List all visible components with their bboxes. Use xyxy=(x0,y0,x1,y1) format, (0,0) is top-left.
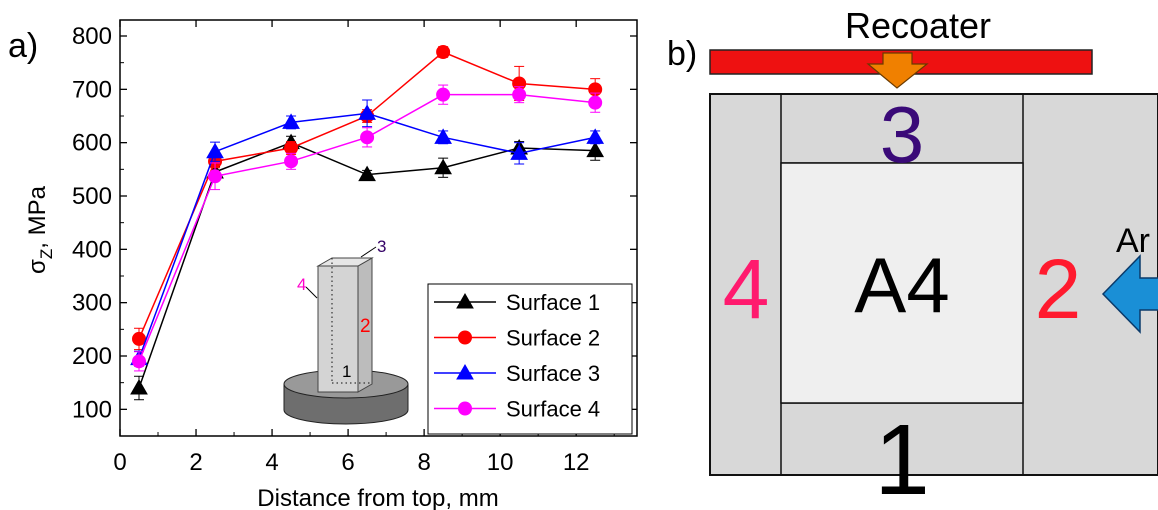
center-sample xyxy=(780,162,1024,404)
data-point xyxy=(434,158,452,175)
inset-pointer-4 xyxy=(305,286,318,299)
legend-marker xyxy=(456,363,474,380)
specimen-inset: 3 4 2 1 xyxy=(283,237,409,425)
inset-pointer-3 xyxy=(360,246,377,258)
x-tick-label: 0 xyxy=(113,449,126,476)
data-point xyxy=(586,128,605,144)
legend-marker xyxy=(458,401,472,416)
data-series xyxy=(130,45,605,401)
data-point xyxy=(132,331,147,346)
y-tick-label: 500 xyxy=(72,183,112,210)
argon-label: Ar xyxy=(1116,222,1150,260)
specimen-front-face xyxy=(317,265,359,393)
data-point xyxy=(434,128,452,144)
x-tick-label: 2 xyxy=(189,449,202,476)
y-tick-label: 100 xyxy=(72,396,112,423)
data-point xyxy=(586,141,605,158)
x-tick-label: 6 xyxy=(341,449,354,476)
data-point xyxy=(358,165,376,182)
x-tick-label: 8 xyxy=(417,449,430,476)
data-point xyxy=(208,169,223,184)
legend-label: Surface 4 xyxy=(506,397,600,422)
data-point xyxy=(284,141,299,155)
data-point xyxy=(436,45,451,59)
y-tick-label: 200 xyxy=(72,343,112,370)
y-tick-label: 700 xyxy=(72,76,112,103)
data-point xyxy=(358,104,376,120)
data-point xyxy=(436,87,451,102)
x-axis-label: Distance from top, mm xyxy=(257,485,498,510)
inset-label-3: 3 xyxy=(377,237,386,256)
panel-a-label: a) xyxy=(8,27,38,65)
data-point xyxy=(130,378,148,395)
recoater-label: Recoater xyxy=(845,5,991,46)
svg-text:σZ, MPa: σZ, MPa xyxy=(24,185,56,274)
center-label: A4 xyxy=(854,241,949,329)
surface-label-right: 2 xyxy=(1035,242,1082,336)
inset-label-1: 1 xyxy=(342,362,351,381)
y-tick-label: 400 xyxy=(72,236,112,263)
data-point xyxy=(284,154,299,169)
y-tick-label: 300 xyxy=(72,290,112,317)
y-axis-label-sigma: σ xyxy=(24,259,51,274)
x-tick-label: 4 xyxy=(265,449,278,476)
y-axis-label: σZ, MPa xyxy=(24,185,56,274)
y-tick-label: 600 xyxy=(72,130,112,157)
surface-label-top: 3 xyxy=(880,90,925,179)
data-point xyxy=(512,87,527,102)
data-point xyxy=(510,144,529,160)
panel-b-label: b) xyxy=(667,35,697,73)
legend-label: Surface 2 xyxy=(506,326,600,351)
series-4 xyxy=(132,84,603,372)
panel-b-schematic: b) Recoater A4 3 2 4 1 Ar xyxy=(667,5,1158,510)
legend-label: Surface 3 xyxy=(506,361,600,386)
data-point xyxy=(132,354,147,369)
data-point xyxy=(588,95,603,110)
inset-label-2: 2 xyxy=(360,316,371,337)
legend-label: Surface 1 xyxy=(506,290,600,315)
legend-marker xyxy=(458,330,472,345)
y-axis-label-subscript: Z xyxy=(37,249,56,259)
legend: Surface 1 Surface 2 Surface 3 Surface 4 xyxy=(427,283,633,435)
surface-label-bottom: 1 xyxy=(874,404,930,510)
x-tick-label: 12 xyxy=(563,449,590,476)
data-point xyxy=(360,130,375,145)
legend-marker xyxy=(456,292,474,309)
y-tick-labels: 100 200 300 400 500 600 700 800 xyxy=(72,23,112,423)
argon-flow-arrow xyxy=(1101,254,1158,334)
data-point xyxy=(206,142,224,159)
data-point xyxy=(282,113,300,129)
y-tick-label: 800 xyxy=(72,23,112,50)
y-axis-label-unit: , MPa xyxy=(24,185,51,248)
inset-label-4: 4 xyxy=(297,275,306,294)
recoater-arrow xyxy=(866,52,929,89)
surface-label-left: 4 xyxy=(723,242,770,336)
x-tick-label: 10 xyxy=(487,449,514,476)
plot-frame xyxy=(119,19,638,437)
x-tick-labels: 0 2 4 6 8 10 12 xyxy=(113,449,589,476)
